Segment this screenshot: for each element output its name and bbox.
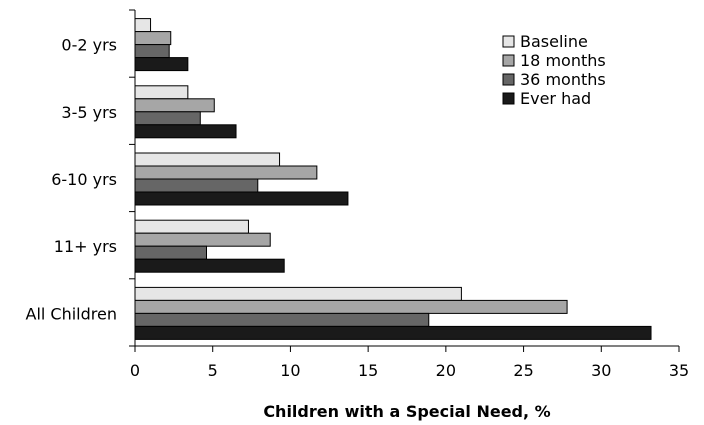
bar-1-4	[134, 57, 189, 72]
bar-2-2	[134, 98, 215, 113]
legend-label-1: Baseline	[520, 32, 588, 51]
legend-swatch-2	[502, 54, 515, 67]
bar-4-3	[134, 245, 207, 260]
x-tick-label: 0	[130, 361, 140, 380]
x-ticks-group: 0 5 10 15 20 25 30 35	[130, 346, 689, 380]
bar-2-4	[134, 124, 237, 139]
legend-swatch-1	[502, 35, 515, 48]
bar-1-1	[134, 18, 152, 33]
x-tick-label: 15	[358, 361, 378, 380]
bar-5-4	[134, 325, 652, 340]
legend-label-3: 36 months	[520, 70, 606, 89]
bar-3-1	[134, 152, 281, 167]
legend-swatch-3	[502, 73, 515, 86]
x-axis-title: Children with a Special Need, %	[263, 402, 550, 421]
category-label: All Children	[26, 304, 118, 323]
x-tick-label: 20	[436, 361, 456, 380]
bar-4-2	[134, 232, 271, 247]
bar-2-1	[134, 85, 189, 100]
bar-4-4	[134, 258, 285, 273]
legend-swatch-4	[502, 92, 515, 105]
x-tick-label: 5	[208, 361, 218, 380]
bar-3-3	[134, 178, 259, 193]
bar-5-1	[134, 286, 462, 301]
bar-3-4	[134, 191, 349, 206]
bar-5-3	[134, 312, 430, 327]
x-tick-label: 30	[591, 361, 611, 380]
bar-4-1	[134, 219, 249, 234]
bar-5-2	[134, 299, 568, 314]
category-label: 0-2 yrs	[61, 36, 117, 55]
category-label: 6-10 yrs	[51, 170, 117, 189]
bar-1-3	[134, 44, 170, 59]
bar-3-2	[134, 165, 318, 180]
category-label: 11+ yrs	[54, 237, 117, 256]
x-tick-label: 10	[280, 361, 300, 380]
bar-2-3	[134, 111, 201, 126]
x-tick-label: 35	[669, 361, 689, 380]
category-label: 3-5 yrs	[61, 103, 117, 122]
category-labels-group: 0-2 yrs 3-5 yrs 6-10 yrs 11+ yrs All Childre…	[26, 36, 118, 324]
y-ticks-group	[129, 9, 135, 347]
x-tick-label: 25	[513, 361, 533, 380]
bar-1-2	[134, 31, 172, 46]
legend-label-4: Ever had	[520, 89, 591, 108]
legend-label-2: 18 months	[520, 51, 606, 70]
